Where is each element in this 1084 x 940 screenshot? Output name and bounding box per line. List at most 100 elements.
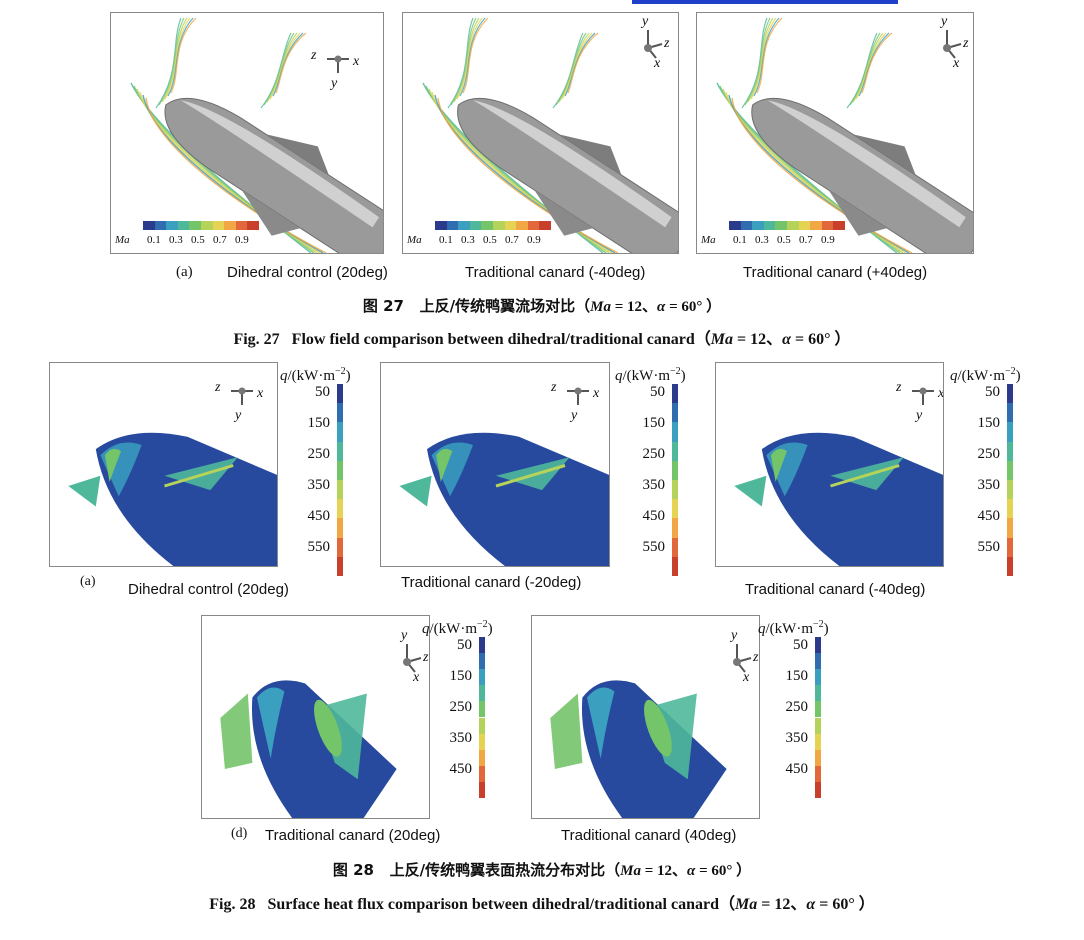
fig28-row1-colorbar-2-title-sup: −2 [669,366,681,377]
fig28-caption-zh-prefix: 图 28 [332,861,374,879]
fig27-panel-2-ma-swatch [539,221,551,230]
fig28-row1-panel-2-axes-c: y [571,408,578,423]
top-blue-rule [632,0,898,4]
fig28-row2-panel-2-axes-a: y [731,628,738,643]
fig28-row2-colorbar-1-bar-segment [479,685,485,702]
fig28-row1-colorbar-1-bar-segment [337,441,343,461]
fig28-row1-colorbar-2-title-close: ) [680,368,686,384]
fig28-row2-colorbar-2-bar-segment [815,733,821,750]
fig27-panel-3-ma-swatch [740,221,753,230]
fig28-row1-panel-1-surface [68,432,277,566]
fig28-row2-colorbar-2-bar-segment [815,781,821,798]
fig27-panel-2-axes-a: y [642,14,649,29]
fig28-row2-colorbar-1-tick: 250 [449,699,473,715]
fig27-panel-3-ma-legend: Ma 0.1 0.3 0.5 0.7 0.9 [701,221,861,251]
fig28-row1-panel-1-axes-c: y [235,408,242,423]
fig27-panel-2-ma-swatch [435,221,447,230]
fig28-row1-colorbar-2-bar-segment [672,422,678,442]
fig28-row1-colorbar-2-tick: 150 [642,415,666,431]
fig28-row1-colorbar-2-bar [672,384,678,576]
fig27-panel-1-ma-title: Ma [115,234,130,246]
fig28-caption-en-prefix: Fig. 28 [209,896,256,913]
fig28-row2-colorbar-1-title-q: q [422,621,430,637]
fig28-row2-panel-1-axes-b: z [423,650,429,665]
fig28-row1-colorbar-2-title-unit: /(kW·m [622,368,670,384]
fig27-panel-1-ma-tick: 0.5 [191,234,205,246]
fig28-row1-panel2-label: Traditional canard (-20deg) [401,574,582,591]
fig28-caption-zh-alpha: α [687,863,696,879]
fig28-row2-colorbar-2-tick: 150 [785,668,809,684]
fig28-row1-colorbar-3-bar-segment [1007,403,1013,423]
fig28-row2-colorbar-1-tick: 150 [449,668,473,684]
fig28-row2-colorbar-2-bar-segment [815,669,821,686]
fig28-row1-colorbar-3-tick: 250 [977,446,1001,462]
fig27-panel-3-ma-swatch [787,221,799,230]
fig28-row1-colorbar-2-bar-segment [672,499,678,519]
fig28-row1-colorbar-1-tick: 50 [315,384,330,400]
fig27-panel-1-axes-glyph [327,55,349,73]
fig27-panel-2-ma-swatch [504,221,517,230]
fig28-row2-panel2-label: Traditional canard (40deg) [561,827,737,844]
fig27-panel-2-ma-tick: 0.1 [439,234,453,246]
fig28-row1-colorbar-1-tick: 150 [307,415,331,431]
fig27-panel-3-ma-tick: 0.9 [821,234,835,246]
fig28-row1-panel1-label: Dihedral control (20deg) [128,581,289,598]
fig28-row1-colorbar-1-bar-segment [337,460,343,480]
fig28-row2-colorbar-2-bar-segment [815,653,821,670]
fig28-row1-colorbar-1-bar-segment [337,384,343,404]
fig28-row1-colorbar-3-title-unit: /(kW·m [957,368,1005,384]
fig27-panel-1-ma-swatch [201,221,213,230]
fig28-caption-en-eq2: = 60° ） [815,896,875,913]
fig27-panel-1-ma-swatch [212,221,225,230]
fig28-row2-colorbar-1-bar-segment [479,653,485,670]
fig28-row1-colorbar-1: q/(kW·m−2) 50 150 250 350 450 550 [280,366,370,576]
fig27-panel-3-ma-title: Ma [701,234,716,246]
fig27-panel-1-ma-swatch [143,221,155,230]
fig28-row1-colorbar-2-title: q/(kW·m−2) [615,366,686,385]
fig28-row1-colorbar-3-tick: 50 [985,384,1000,400]
fig28-row1-colorbar-2-tick: 550 [642,539,666,555]
fig27-panel-2-ma-swatch [458,221,470,230]
fig28-row1-colorbar-3-title: q/(kW·m−2) [950,366,1021,385]
fig27-panel-2: y z x Ma 0.1 0.3 0.5 0.7 0.9 [402,12,679,254]
fig28-caption-en-eq1: = 12、 [757,896,807,913]
fig27-caption-zh-ma: Ma [590,299,611,315]
fig28-row2-colorbar-2-bar-segment [815,765,821,782]
fig28-caption-en-alpha: α [806,896,816,913]
fig28-caption-en-text: Surface heat flux comparison between dih… [267,896,735,913]
fig28-panel-label-d: (d) [231,826,248,841]
fig27-caption-zh-alpha: α [657,299,666,315]
fig28-row2-colorbar-2-title-q: q [758,621,766,637]
fig27-panel-3-axes-glyph [943,30,962,59]
fig28-row1-panel-3-axes-c: y [916,408,923,423]
fig28-row1-colorbar-1-tick: 550 [307,539,331,555]
fig28-row1-colorbar-1-bar-segment [337,422,343,442]
fig27-panel-1-ma-tick: 0.9 [235,234,249,246]
fig28-row2-panel-2-axes-c: x [743,670,750,685]
fig28-row1-colorbar-3-bar-segment [1007,480,1013,500]
fig27-panel-3-ma-tick: 0.3 [755,234,769,246]
fig27-panel2-label: Traditional canard (-40deg) [465,264,646,281]
fig27-caption-zh-eq1: = 12、 [610,299,658,315]
fig28-row2-colorbar-2-title: q/(kW·m−2) [758,619,829,638]
fig28-row2-colorbar-1-bar-segment [479,669,485,686]
fig28-row1-colorbar-1-tick: 450 [307,508,331,524]
fig27-panel-1-ma-swatch [247,221,259,230]
fig27-panel-1-ma-tick: 0.3 [169,234,183,246]
fig28-row2-colorbar-2-bar-segment [815,701,821,718]
fig27-panel-2-ma-tick: 0.7 [505,234,519,246]
fig28-row2-panel1-label: Traditional canard (20deg) [265,827,441,844]
fig27-panel-3-ma-swatch [752,221,764,230]
fig28-row2-panel-1-axes-c: x [413,670,420,685]
fig28-row1-colorbar-1-bar-segment [337,499,343,519]
fig27-caption-zh-prefix: 图 27 [362,297,404,315]
fig27-panel-3-axes-a: y [941,14,948,29]
fig28-row1-colorbar-2-bar-segment [672,480,678,500]
fig28-row1-colorbar-1-bar-segment [337,518,343,538]
